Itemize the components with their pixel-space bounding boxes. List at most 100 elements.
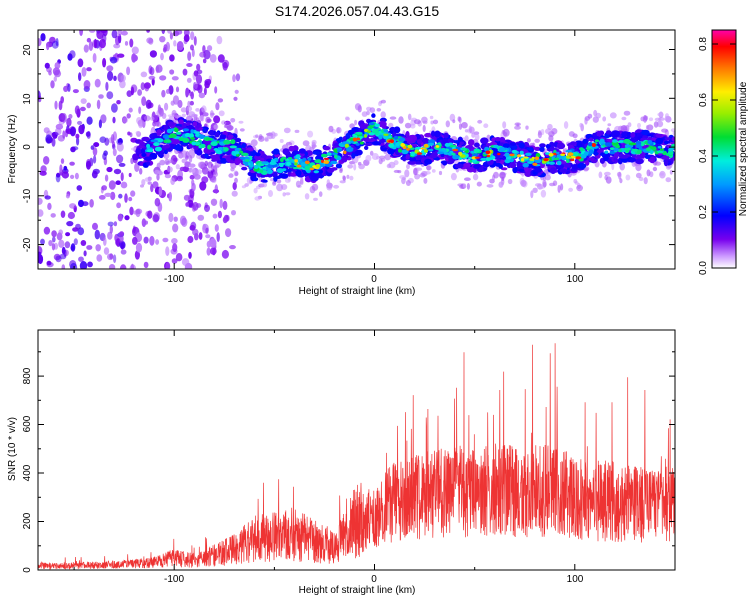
spectrogram-noise-speckle [54, 62, 61, 69]
spectrogram-halo [304, 193, 310, 200]
colorbar-gradient [712, 30, 736, 268]
spectrogram-halo [549, 182, 556, 187]
spectrogram-noise-speckle [202, 58, 207, 64]
spectrogram-noise-speckle [50, 80, 55, 89]
spec-xtick-100: 100 [567, 274, 584, 285]
spectrogram-noise-speckle [203, 112, 209, 117]
spectrogram-noise-speckle [106, 91, 114, 100]
spectrogram-ridge [168, 143, 177, 148]
spectrogram-ridge [316, 169, 324, 174]
spectrogram-ridge [605, 130, 612, 135]
spectrogram-noise-speckle [80, 240, 87, 246]
spectrogram-halo [181, 113, 186, 118]
spectrogram-noise-speckle [186, 63, 193, 67]
spectrogram-ridge [282, 148, 290, 155]
spectrogram-halo [540, 189, 547, 198]
spectrogram-halo [389, 116, 397, 120]
spectrogram-ridge-core [443, 152, 450, 155]
spectrogram-ridge-core [321, 153, 328, 158]
spectrogram-halo [272, 181, 277, 186]
spectrogram-ridge [316, 173, 323, 179]
spectrogram-ridge [494, 137, 501, 142]
spectrogram-halo [611, 162, 615, 171]
spectrogram-halo [186, 105, 193, 112]
spectrogram-noise-speckle [38, 197, 43, 205]
spectrogram-noise-speckle [88, 30, 96, 33]
spectrogram-noise-speckle [105, 81, 109, 91]
spectrogram-ridge-core [647, 140, 653, 145]
spectrogram-noise-speckle [116, 202, 121, 209]
spectrogram-noise-speckle [179, 215, 187, 226]
spectrogram-noise-speckle [113, 168, 122, 175]
spectrogram-halo [156, 162, 161, 170]
spectrogram-hotspot [534, 156, 540, 160]
spectrogram-ridge [498, 164, 504, 169]
spectrogram-halo [384, 153, 392, 161]
spectrogram-ridge-core [198, 134, 205, 140]
spectrogram-halo [196, 169, 202, 175]
spectrogram-halo [276, 179, 282, 184]
spectrogram-halo [311, 139, 317, 145]
spectrogram-noise-speckle [109, 225, 114, 234]
spectrogram-noise-speckle [96, 254, 103, 262]
spectrogram-noise-speckle [191, 48, 195, 58]
spectrogram-ridge-core [207, 144, 212, 150]
spectrogram-noise-speckle [185, 87, 190, 97]
spectrogram-ridge [323, 146, 331, 151]
spectrogram-halo [283, 127, 291, 134]
spectrogram-ridge-core [355, 131, 363, 135]
spectrogram-noise-speckle [164, 173, 171, 179]
spectrogram-halo [466, 183, 470, 190]
spectrogram-noise-speckle [83, 250, 87, 257]
spectrogram-halo [621, 116, 627, 121]
spectrogram-halo [209, 110, 214, 118]
spectrogram-ridge-core [164, 135, 169, 141]
spectrogram-ridge-core [624, 144, 629, 149]
spectrogram-ridge-core [194, 131, 201, 134]
snr-xtick-0: 0 [371, 574, 377, 585]
spectrogram-ridge [299, 152, 305, 157]
spectrogram-halo [563, 121, 569, 129]
colorbar-tick-02: 0.2 [698, 205, 709, 219]
spectrogram-noise-speckle [86, 160, 91, 170]
spectrogram-halo [464, 177, 471, 181]
spectrogram-halo [604, 174, 608, 181]
spectrogram-noise-speckle [175, 86, 180, 93]
spectrogram-ridge-core [473, 148, 480, 153]
spectrogram-ridge-core [266, 169, 273, 175]
spectrogram-noise-speckle [155, 65, 160, 74]
spectrogram-noise-speckle [189, 224, 196, 231]
spectrogram-ridge [407, 160, 417, 165]
spectrogram-ridge [273, 148, 280, 155]
spectrogram-ridge-core [493, 144, 499, 149]
spectrogram-noise-speckle [47, 202, 52, 210]
spectrogram-ridge-core [157, 138, 164, 143]
spectrogram-noise-speckle [73, 238, 78, 246]
spectrogram-halo [346, 174, 350, 179]
spectrogram-noise-speckle [83, 44, 89, 53]
spectrogram-hotspot [591, 143, 597, 147]
spectrogram-ridge-core [401, 149, 409, 155]
spectrogram-noise-speckle [234, 89, 239, 94]
spectrogram-ridge [220, 158, 228, 164]
spectrogram-ridge-core [153, 142, 160, 147]
spectrogram-ridge [459, 141, 465, 145]
spectrogram-noise-speckle [149, 67, 155, 76]
spectrogram-ridge [156, 129, 162, 136]
colorbar-label: Normalized spectral amplitude [738, 81, 749, 216]
spectrogram-halo [450, 172, 457, 181]
spectrogram-ridge-core [360, 141, 364, 145]
spectrogram-noise-speckle [112, 116, 116, 124]
spectrogram-noise-speckle [79, 261, 88, 269]
spectrogram-noise-speckle [54, 100, 58, 110]
spectrogram-ridge [204, 153, 209, 158]
spectrogram-halo [530, 190, 534, 199]
spectrogram-ridge [563, 163, 571, 168]
spec-xlabel: Height of straight line (km) [299, 286, 416, 297]
spectrogram-noise-speckle [129, 38, 134, 48]
spectrogram-ridge-core [571, 151, 579, 157]
spectrogram-halo [233, 170, 239, 177]
snr-ytick-600: 600 [22, 415, 33, 432]
snr-panel: -100 0 100 0 200 400 600 800 Height of s… [7, 329, 676, 596]
spectrogram-ridge-core [449, 150, 454, 154]
